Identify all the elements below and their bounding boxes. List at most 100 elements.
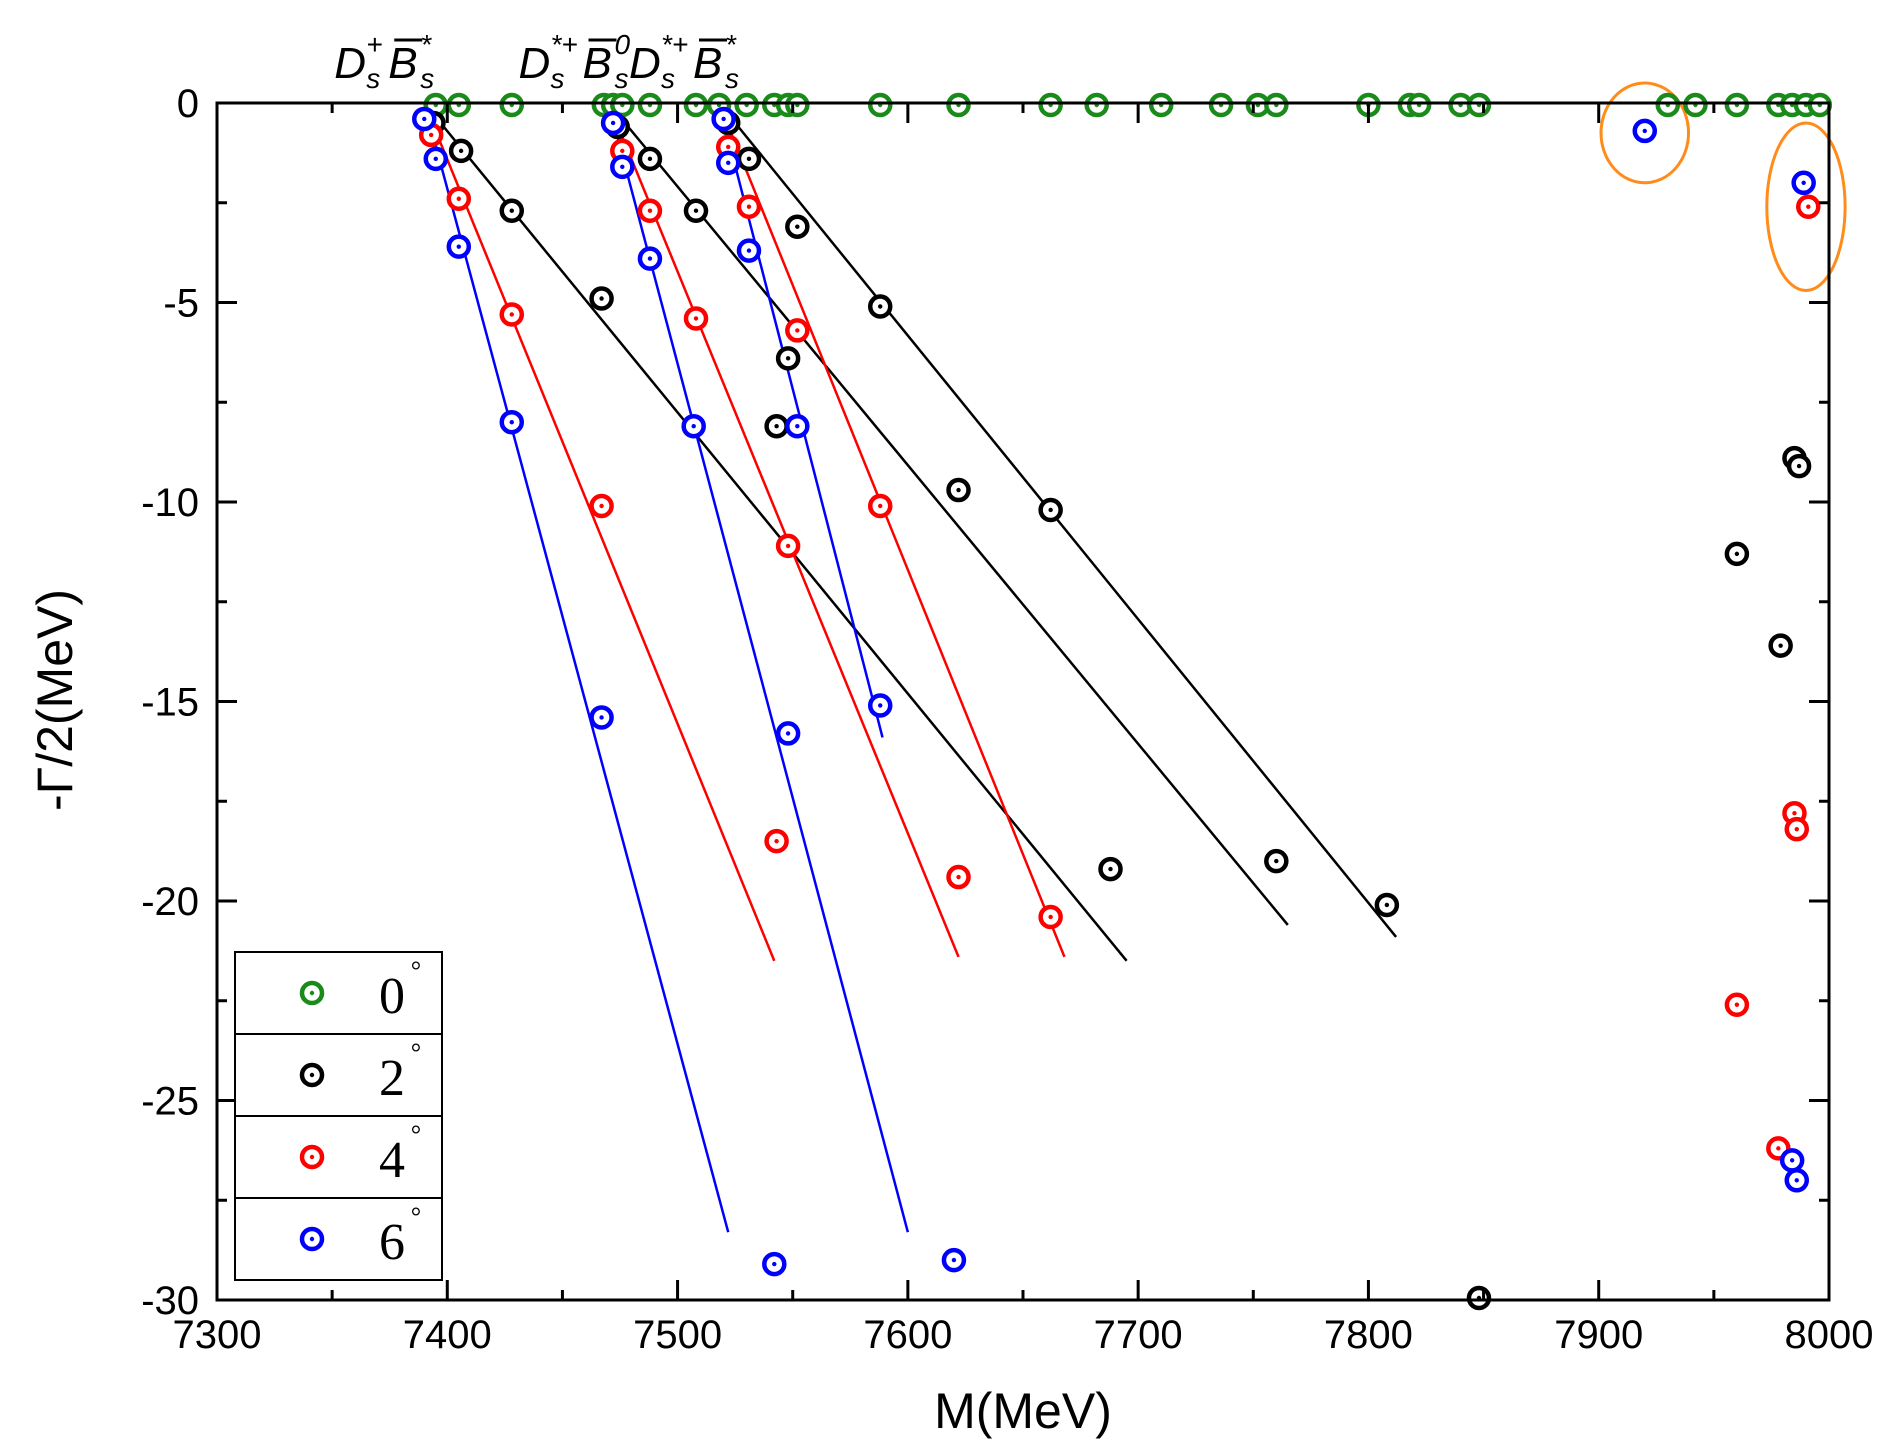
point-dot xyxy=(620,148,625,154)
point-dot xyxy=(1794,826,1799,832)
data-point xyxy=(446,92,472,118)
y-tick-label: -30 xyxy=(141,1279,199,1323)
data-point xyxy=(1655,92,1681,118)
data-point xyxy=(867,493,893,519)
threshold-text: B xyxy=(693,39,722,88)
data-point xyxy=(867,693,893,718)
point-dot xyxy=(1776,1146,1781,1151)
threshold-subscript: s xyxy=(614,63,628,94)
point-dot xyxy=(726,144,731,150)
trajectory-line xyxy=(607,103,910,1233)
data-point xyxy=(1724,992,1750,1017)
legend: 0 °2 °4 °6 ° xyxy=(234,951,443,1281)
data-point xyxy=(775,533,801,559)
data-point xyxy=(946,477,971,503)
trajectory-line xyxy=(607,103,1289,926)
point-dot xyxy=(785,543,791,549)
point-dot xyxy=(647,156,653,162)
point-dot xyxy=(1734,1002,1740,1007)
point-dot xyxy=(509,420,514,425)
threshold-text: D xyxy=(334,39,366,88)
legend-marker xyxy=(299,1226,325,1252)
point-dot xyxy=(785,356,791,361)
threshold-superscript: * xyxy=(420,29,432,60)
legend-cell xyxy=(234,1115,443,1199)
point-dot xyxy=(1796,463,1802,469)
trajectory-line xyxy=(607,103,960,958)
y-tick-label: -20 xyxy=(141,880,199,924)
data-point xyxy=(1264,848,1289,874)
legend-label: 2 xyxy=(379,1050,405,1107)
data-point xyxy=(681,413,706,439)
threshold-subscript: s xyxy=(420,63,434,94)
data-point xyxy=(1807,92,1833,118)
point-dot xyxy=(309,990,315,996)
point-dot xyxy=(1048,507,1053,513)
x-tick-label: 7700 xyxy=(1094,1313,1183,1357)
point-dot xyxy=(878,503,883,509)
point-dot xyxy=(956,487,961,493)
trajectory-lines xyxy=(423,103,1398,1233)
threshold-superscript: 0 xyxy=(614,29,630,60)
point-dot xyxy=(309,1072,315,1078)
data-point xyxy=(683,92,709,118)
highlight-layer xyxy=(1599,81,1847,293)
data-point xyxy=(683,306,709,331)
legend-entry: 4 ° xyxy=(234,1115,443,1199)
threshold-text: D xyxy=(629,39,661,88)
threshold-subscript: s xyxy=(366,63,380,94)
point-dot xyxy=(785,731,791,736)
data-point xyxy=(1768,633,1793,658)
data-point xyxy=(764,413,789,439)
y-tick-label: -15 xyxy=(141,681,199,725)
y-tick-label: -10 xyxy=(141,481,199,525)
point-dot xyxy=(693,316,699,321)
point-dot xyxy=(746,204,752,209)
data-point xyxy=(1098,856,1123,882)
legend-label: 4 xyxy=(379,1132,405,1189)
highlight-ellipse xyxy=(1599,81,1691,185)
threshold-subscript: s xyxy=(550,63,564,94)
data-point xyxy=(734,92,759,118)
data-point xyxy=(446,234,472,259)
data-point xyxy=(589,286,614,311)
data-point xyxy=(736,146,762,172)
data-point xyxy=(600,110,626,136)
point-dot xyxy=(456,196,461,201)
point-dot xyxy=(878,703,883,708)
data-point xyxy=(764,828,789,854)
data-point xyxy=(446,186,472,212)
data-point xyxy=(1791,170,1816,196)
data-point xyxy=(1784,1168,1810,1193)
data-point xyxy=(423,146,449,172)
data-point xyxy=(637,92,663,118)
point-dot xyxy=(746,248,752,253)
data-point xyxy=(499,92,525,118)
threshold-text: B xyxy=(582,39,611,88)
plot-frame xyxy=(215,101,1831,1302)
point-dot xyxy=(774,423,779,429)
data-point xyxy=(1786,453,1812,479)
trajectory-line xyxy=(423,103,730,1233)
point-dot xyxy=(509,208,514,213)
x-tick-label: 7800 xyxy=(1324,1313,1413,1357)
point-dot xyxy=(726,160,731,166)
data-point xyxy=(775,721,801,746)
point-dot xyxy=(620,164,625,170)
point-dot xyxy=(951,1257,957,1263)
point-dot xyxy=(428,132,434,138)
point-dot xyxy=(774,838,779,844)
point-dot xyxy=(599,715,604,720)
y-tick-label: -25 xyxy=(141,1080,199,1124)
point-dot xyxy=(721,116,726,122)
legend-cell xyxy=(234,1033,443,1117)
data-point xyxy=(683,198,709,223)
legend-label: 6 xyxy=(379,1214,405,1271)
legend-marker xyxy=(299,1144,325,1170)
point-dot xyxy=(1384,902,1390,908)
data-point xyxy=(637,146,663,172)
threshold-superscript: *+ xyxy=(661,29,688,60)
point-dot xyxy=(693,208,699,213)
